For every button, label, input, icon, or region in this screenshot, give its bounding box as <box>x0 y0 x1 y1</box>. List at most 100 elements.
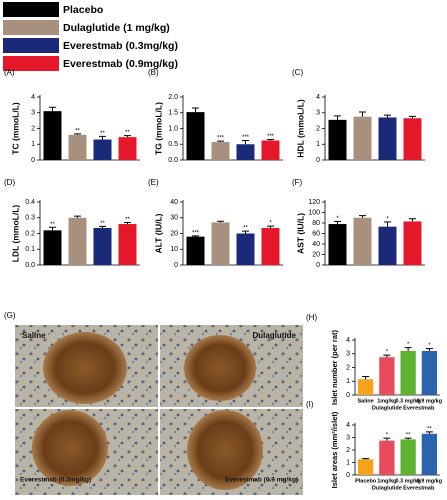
y-tick-label: 80 <box>312 220 320 227</box>
y-axis-title: TC (mmoL/L) <box>10 102 20 155</box>
bar <box>357 459 374 475</box>
legend-label: Placebo <box>63 4 103 16</box>
significance: * <box>336 216 339 222</box>
significance: ** <box>75 128 80 134</box>
bar <box>211 142 230 160</box>
image-label: Saline <box>22 331 46 340</box>
error-bar <box>362 375 370 380</box>
bar <box>118 224 137 265</box>
bar <box>118 137 137 160</box>
panel-label: (E) <box>148 178 159 187</box>
y-tick-label: 4 <box>316 94 320 101</box>
error-bar <box>404 437 412 440</box>
error-bar <box>192 235 199 237</box>
y-tick-label: 4 <box>346 337 350 344</box>
y-tick-label: 0 <box>174 262 178 269</box>
y-tick-label: 120 <box>308 199 320 206</box>
bar <box>261 140 280 160</box>
y-tick-label: 20 <box>170 230 178 237</box>
error-bar <box>124 135 131 138</box>
bar <box>68 217 87 265</box>
significance: *** <box>192 230 200 236</box>
bar <box>421 351 438 395</box>
y-tick-label: 0.0 <box>25 262 35 269</box>
y-axis-title: HDL (mmoL/L) <box>295 99 305 158</box>
error-bar <box>383 437 391 441</box>
x-tick-label: Saline <box>358 398 374 404</box>
significance: ** <box>100 221 105 227</box>
islet <box>184 335 256 401</box>
bar-chart: (I) Islet areas (mm²/islet) 0 1 2 3 4 Placebo * 1… <box>306 400 442 491</box>
y-tick-label: 40 <box>312 241 320 248</box>
y-tick-label: 0 <box>31 157 35 164</box>
y-tick-label: 100 <box>308 209 320 216</box>
bar <box>378 117 397 160</box>
error-bar <box>409 218 416 222</box>
bar <box>43 230 62 265</box>
x-tick-label: Placebo <box>355 478 377 484</box>
y-tick-label: 1.0 <box>168 125 178 132</box>
islet <box>187 410 263 490</box>
y-tick-label: 30 <box>170 215 178 222</box>
bar <box>43 111 62 160</box>
error-bar <box>359 215 366 218</box>
bar <box>353 116 372 160</box>
significance: * <box>386 350 389 356</box>
significance: *** <box>217 136 225 142</box>
error-bar <box>99 225 106 228</box>
bar <box>378 226 397 265</box>
y-tick-label: 2 <box>316 125 320 132</box>
y-tick-label: 0.3 <box>25 215 35 222</box>
x-tick-label: 1mg/kg <box>377 398 396 404</box>
error-bar <box>217 220 224 223</box>
y-tick-label: 2 <box>346 447 350 454</box>
error-bar <box>242 230 249 234</box>
x-tick-label: 0.9 mg/kg <box>417 478 442 484</box>
bar <box>328 119 347 160</box>
error-bar <box>74 215 81 218</box>
y-tick-label: 4 <box>31 94 35 101</box>
bar <box>93 139 112 160</box>
significance: ** <box>125 217 130 223</box>
y-tick-label: 0 <box>316 262 320 269</box>
panel-label: (F) <box>292 178 303 187</box>
significance: * <box>386 433 389 439</box>
error-bar <box>425 431 433 434</box>
group-label: Dulaglutide <box>372 405 402 411</box>
y-tick-label: 0 <box>346 472 350 479</box>
significance: * <box>407 342 410 348</box>
bar <box>357 379 374 395</box>
bar <box>236 233 255 265</box>
y-tick-label: 3 <box>346 351 350 358</box>
error-bar <box>267 225 274 228</box>
error-bar <box>383 354 391 358</box>
significance: * <box>428 343 431 349</box>
panel-label: (D) <box>4 178 15 187</box>
panel-label: (I) <box>306 400 314 409</box>
bar <box>379 440 395 475</box>
y-tick-label: 1 <box>346 459 350 466</box>
islet <box>43 332 127 404</box>
legend-swatch <box>3 20 59 35</box>
error-bar <box>99 135 106 140</box>
y-tick-label: 0 <box>316 157 320 164</box>
y-tick-label: 0.4 <box>25 199 35 206</box>
bar <box>379 357 395 395</box>
y-tick-label: 0.0 <box>168 157 178 164</box>
panel-label: (C) <box>292 68 303 77</box>
y-tick-label: 0.1 <box>25 246 35 253</box>
error-bar <box>334 115 341 120</box>
error-bar <box>425 348 433 351</box>
y-tick-label: 0.5 <box>168 141 178 148</box>
significance: ** <box>125 130 130 136</box>
error-bar <box>49 226 56 231</box>
bar <box>400 439 416 475</box>
significance: *** <box>242 135 250 141</box>
significance: ** <box>100 131 105 137</box>
significance: ** <box>427 426 432 432</box>
significance: *** <box>267 134 275 140</box>
bar-chart: (C) HDL (mmoL/L) 0 1 2 3 4 <box>292 68 425 164</box>
error-bar <box>217 140 224 143</box>
y-axis-title: Islet areas (mm²/islet) <box>330 411 339 488</box>
